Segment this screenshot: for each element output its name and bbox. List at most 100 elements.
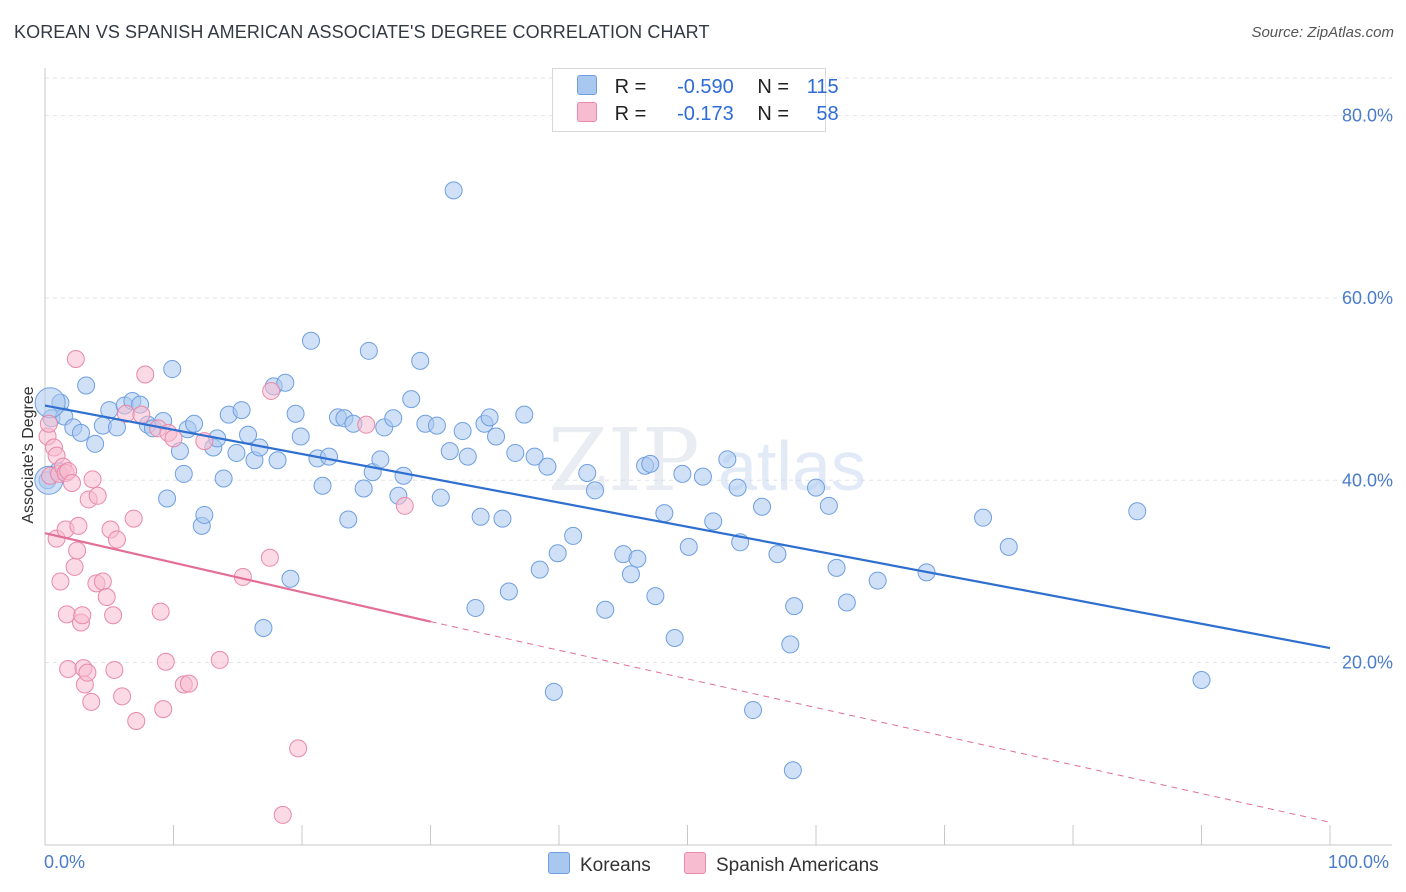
data-point — [673, 464, 692, 483]
data-point — [783, 761, 802, 780]
data-point — [185, 414, 204, 433]
data-point — [82, 692, 101, 711]
data-point — [268, 451, 287, 470]
bottom-legend-label: Spanish Americans — [716, 855, 879, 876]
data-point — [544, 682, 563, 701]
x-tick-max: 100.0% — [1328, 852, 1390, 872]
data-point — [359, 341, 378, 360]
legend-r-value: -0.590 — [677, 76, 734, 98]
data-point — [260, 548, 279, 567]
data-point — [471, 507, 490, 526]
data-point — [487, 427, 506, 446]
koreans-points — [34, 181, 1211, 780]
data-point — [158, 489, 177, 508]
data-point — [753, 497, 772, 516]
chart-title: KOREAN VS SPANISH AMERICAN ASSOCIATE'S D… — [14, 22, 710, 42]
bottom-legend-swatch-spanish-americans — [684, 852, 706, 874]
data-point — [59, 660, 78, 679]
y-tick-label: 60.0% — [1342, 288, 1393, 308]
data-point — [744, 701, 763, 720]
axes — [44, 68, 1392, 846]
data-point — [453, 422, 472, 441]
data-point — [104, 606, 123, 625]
data-point — [68, 541, 87, 560]
legend-r-value: -0.173 — [677, 103, 734, 125]
data-point — [86, 434, 105, 453]
data-point — [289, 739, 308, 758]
legend-swatch-koreans — [577, 75, 597, 95]
data-point — [276, 373, 295, 392]
bottom-legend-swatch-koreans — [548, 852, 570, 874]
bottom-legend-koreans: Koreans — [548, 852, 651, 877]
data-point — [827, 558, 846, 577]
y-tick-label: 20.0% — [1342, 653, 1393, 673]
data-point — [665, 629, 684, 648]
data-point — [431, 488, 450, 507]
data-point — [77, 376, 96, 395]
data-point — [107, 530, 126, 549]
data-point — [646, 587, 665, 606]
data-point — [974, 508, 993, 527]
data-point — [458, 447, 477, 466]
data-point — [807, 478, 825, 497]
data-point — [506, 443, 525, 462]
data-point — [999, 537, 1018, 556]
data-point — [132, 405, 151, 424]
trend-line-spanish-americans — [44, 532, 431, 623]
data-point — [1192, 670, 1211, 689]
data-point — [357, 415, 376, 434]
data-point-cluster — [34, 387, 66, 419]
data-point — [548, 544, 567, 563]
data-point — [179, 674, 198, 693]
data-point — [785, 597, 804, 616]
data-point — [71, 423, 90, 442]
data-point — [411, 351, 430, 370]
data-point — [781, 635, 800, 654]
data-point — [97, 588, 116, 606]
data-point — [564, 526, 583, 545]
data-point — [339, 510, 358, 529]
data-point — [718, 450, 737, 469]
legend-n-label: N = — [757, 103, 790, 125]
spanish-americans-points — [38, 350, 414, 824]
data-point — [156, 652, 175, 671]
x-tick-min: 0.0% — [44, 852, 86, 872]
data-point — [371, 450, 390, 469]
data-point — [286, 404, 305, 423]
data-point — [585, 481, 604, 500]
data-point — [136, 365, 155, 384]
data-point — [394, 466, 413, 485]
data-point — [354, 479, 373, 498]
trend-lines — [44, 404, 1331, 823]
correlation-legend: R = -0.590 N = 115 R = -0.173 N = 58 — [552, 68, 839, 132]
data-point — [868, 571, 887, 590]
data-point — [69, 516, 88, 535]
data-point — [78, 663, 97, 682]
data-point — [127, 712, 146, 730]
data-point — [319, 447, 338, 466]
data-point — [254, 619, 273, 637]
data-point — [83, 470, 102, 489]
data-point — [427, 416, 446, 435]
data-point — [480, 408, 499, 427]
data-point — [704, 512, 723, 531]
data-point — [444, 181, 463, 200]
data-point — [313, 476, 332, 495]
data-point — [466, 598, 485, 617]
data-point — [232, 401, 251, 420]
data-point — [768, 545, 787, 564]
data-point — [1128, 502, 1147, 521]
data-point — [262, 381, 281, 400]
legend-row-koreans: R = -0.590 N = 115 — [577, 75, 839, 99]
data-point — [195, 505, 214, 524]
data-point — [273, 805, 292, 824]
y-axis-label: Associate's Degree — [20, 386, 37, 523]
data-point — [62, 474, 81, 493]
data-point — [151, 602, 170, 621]
legend-n-label: N = — [757, 76, 790, 98]
data-point — [66, 350, 85, 369]
data-point — [621, 565, 640, 584]
data-point — [628, 549, 647, 568]
data-point — [728, 478, 747, 497]
